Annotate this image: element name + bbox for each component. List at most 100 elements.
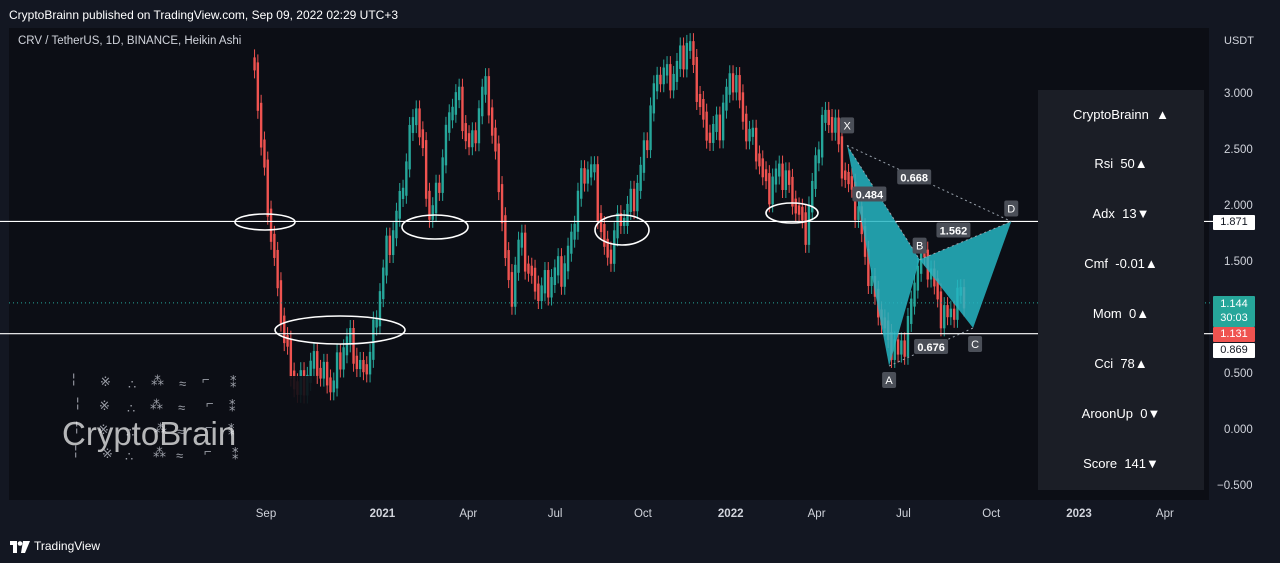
- candle-body: [352, 327, 355, 364]
- indicator-value: 78: [1120, 356, 1135, 371]
- candle-body: [451, 106, 454, 121]
- time-tick: 2023: [1066, 508, 1092, 520]
- watermark-glyph: ∴: [125, 449, 133, 464]
- candle-body: [289, 338, 293, 379]
- candle-body: [609, 249, 613, 264]
- candle-body: [768, 173, 771, 205]
- watermark-text: CryptoBrain: [62, 415, 236, 452]
- candle-body: [276, 249, 279, 289]
- candle-body: [418, 108, 421, 138]
- candle-body: [411, 117, 415, 133]
- symbol-info[interactable]: CRV / TetherUS, 1D, BINANCE, Heikin Ashi: [18, 35, 242, 47]
- watermark-glyph: ⁂: [153, 445, 166, 460]
- candle-body: [481, 86, 484, 117]
- watermark-backdrop: [20, 376, 316, 490]
- time-tick: Oct: [633, 508, 652, 520]
- watermark-glyph: ∴: [128, 377, 136, 392]
- watermark-glyph: ⁂: [150, 397, 163, 412]
- candle-body: [791, 176, 794, 207]
- candle-body: [477, 108, 481, 144]
- candle-body: [457, 86, 461, 101]
- candle-body: [913, 282, 916, 307]
- candle-body: [652, 83, 656, 114]
- candle-body: [669, 64, 672, 91]
- candle-body: [870, 276, 873, 287]
- tradingview-logo[interactable]: TradingView: [10, 539, 100, 553]
- candle-body: [603, 224, 606, 247]
- candle-body: [322, 361, 326, 379]
- watermark-glyph: ≈: [179, 376, 186, 391]
- pattern-point-badge-a[interactable]: [882, 372, 897, 389]
- watermark-glyph: ⌐: [205, 420, 213, 435]
- time-tick: Apr: [1155, 508, 1174, 520]
- indicator-row-rsi: Rsi 50▲: [1038, 156, 1204, 171]
- ratio-label: 0.676: [917, 342, 945, 354]
- candle-body: [943, 305, 946, 329]
- indicator-label: AroonUp: [1081, 406, 1133, 421]
- candle-body: [778, 163, 781, 177]
- triangle-down-icon: ▼: [1136, 206, 1150, 221]
- watermark-glyph: ¦: [75, 419, 78, 434]
- indicator-value: 141: [1124, 456, 1147, 471]
- candle-body: [266, 159, 269, 217]
- candle-body: [428, 190, 431, 220]
- indicator-panel: CryptoBrainn ▲ Rsi 50▲ Adx 13▼ Cmf -0.01▲ M…: [1038, 90, 1204, 490]
- candle-body: [355, 355, 359, 370]
- pattern-point-badge-x[interactable]: [840, 117, 855, 134]
- price-tick: 0.500: [1224, 368, 1253, 380]
- candle-body: [718, 114, 722, 141]
- candle-body: [487, 76, 491, 116]
- candle-body: [632, 188, 636, 212]
- candle-body: [273, 233, 276, 258]
- candle-body: [497, 143, 500, 193]
- watermark-glyph: ≈: [177, 424, 184, 439]
- candle-body: [283, 315, 286, 344]
- candle-body: [576, 190, 580, 232]
- candle-body: [896, 339, 900, 355]
- candle-body: [517, 239, 520, 273]
- candle-body: [471, 130, 474, 148]
- indicator-value: 50: [1120, 156, 1135, 171]
- pattern-point-badge-b[interactable]: [912, 237, 927, 254]
- candle-body: [382, 267, 385, 300]
- candle-body: [758, 153, 761, 167]
- indicator-value: 0: [1129, 306, 1137, 321]
- panel-title-text: CryptoBrainn: [1073, 107, 1149, 122]
- hand-drawn-loop-4[interactable]: [765, 202, 819, 224]
- candle-body: [946, 305, 949, 318]
- candle-body: [494, 127, 497, 152]
- watermark-glyph: ≈: [176, 448, 183, 463]
- watermark-glyph: ⌐: [204, 444, 212, 459]
- pattern-triangle-bcd[interactable]: [919, 221, 1012, 328]
- indicator-value: -0.01: [1115, 256, 1145, 271]
- hand-drawn-loop-1[interactable]: [234, 213, 296, 231]
- publish-info: CryptoBrainn published on TradingView.co…: [9, 8, 399, 22]
- candle-body: [771, 176, 774, 205]
- indicator-label: Cci: [1094, 356, 1114, 371]
- time-tick: 2022: [717, 508, 744, 520]
- candle-body: [745, 113, 748, 142]
- candle-body: [834, 117, 837, 133]
- candle-body: [388, 235, 392, 256]
- candle-body: [857, 206, 860, 220]
- watermark-glyph: ⌐: [206, 396, 214, 411]
- candle-body: [316, 351, 319, 376]
- indicator-row-cmf: Cmf -0.01▲: [1038, 256, 1204, 271]
- price-tick: 0.000: [1224, 424, 1253, 436]
- pattern-point-badge-d[interactable]: [1004, 200, 1019, 217]
- candle-body: [556, 256, 560, 276]
- candle-body: [415, 108, 418, 126]
- pattern-point-badge-c[interactable]: [968, 335, 983, 352]
- watermark-glyph: ⁑: [232, 447, 239, 462]
- candle-body: [712, 123, 715, 143]
- candle-body: [728, 73, 731, 95]
- hand-drawn-loop-5[interactable]: [274, 315, 406, 345]
- candle-body: [741, 92, 745, 122]
- candle-body: [738, 75, 741, 101]
- candle-body: [527, 263, 530, 274]
- candle-body: [807, 204, 811, 245]
- hand-drawn-loop-3[interactable]: [594, 214, 650, 246]
- indicator-row-aroonup: AroonUp 0▼: [1038, 406, 1204, 421]
- hand-drawn-loop-2[interactable]: [401, 214, 469, 240]
